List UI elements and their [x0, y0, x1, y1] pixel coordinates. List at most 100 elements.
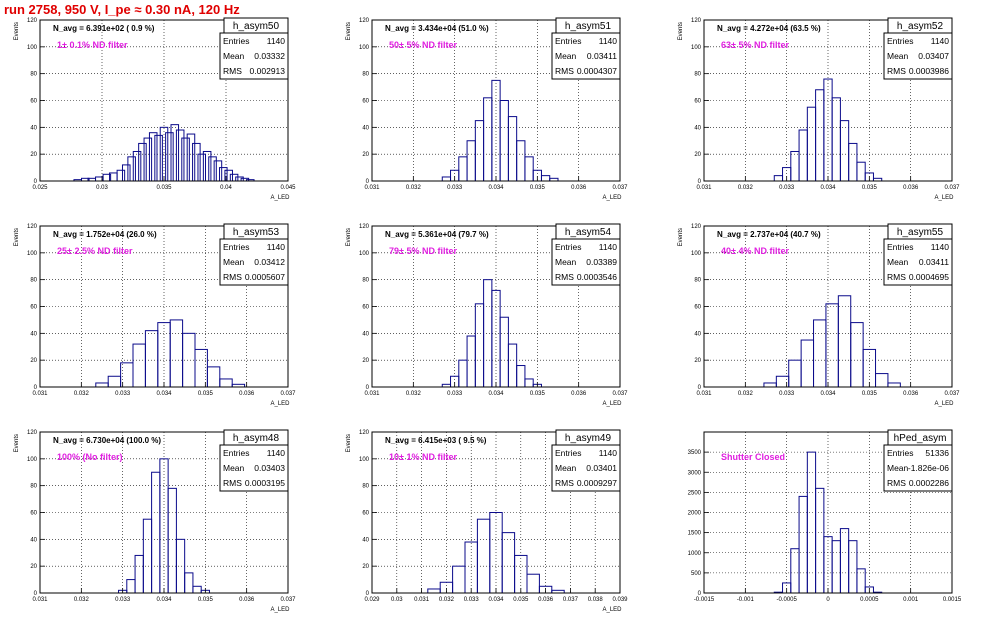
histogram-bar [499, 100, 509, 182]
stats-label: Entries [555, 36, 581, 46]
y-tick-label: 60 [694, 305, 701, 311]
y-tick-label: 120 [27, 18, 38, 24]
x-tick-label: -0.001 [737, 597, 755, 603]
x-tick-label: 0.031 [696, 185, 712, 191]
stats-label: Entries [887, 242, 913, 252]
y-tick-label: 120 [691, 224, 702, 230]
y-tick-label: 60 [362, 99, 369, 105]
histogram-bar [142, 518, 153, 594]
x-tick-label: 0.035 [530, 391, 546, 397]
y-tick-label: 60 [30, 305, 37, 311]
stats-box [551, 32, 621, 80]
histogram-bar [132, 343, 146, 388]
navg-label: N_avg = 5.361e+04 (79.7 %) [385, 230, 489, 239]
y-tick-label: 80 [362, 278, 369, 284]
x-tick-label: 0.034 [156, 391, 172, 397]
stats-box [551, 238, 621, 286]
filter-annotation: 40± 4% ND filter [721, 246, 789, 256]
x-tick-label: 0.031 [364, 185, 380, 191]
histogram-name: hPed_asym [894, 433, 947, 444]
y-tick-label: 60 [362, 305, 369, 311]
histogram-panel-hPed_asym: -0.0015 -0.001 -0.0005 0 0.0005 0.001 0.0015 0 5… [688, 429, 962, 603]
y-tick-label: 60 [30, 511, 37, 517]
x-tick-label: 0.033 [779, 185, 795, 191]
navg-label: N_avg = 6.391e+02 ( 0.9 %) [53, 24, 155, 33]
x-tick-label: 0.033 [447, 391, 463, 397]
x-tick-label: 0.037 [612, 391, 628, 397]
stats-value: 1140 [599, 36, 618, 46]
stats-label: Entries [887, 36, 913, 46]
y-tick-label: 40 [362, 331, 369, 337]
histogram-bar [213, 160, 223, 182]
histogram-bar [192, 585, 202, 594]
x-tick-label: 0.025 [32, 185, 48, 191]
stats-box [883, 32, 953, 80]
histogram-panel-h_asym49: 0.029 0.03 0.031 0.032 0.033 0.034 0.035 0.036 0… [346, 429, 628, 613]
histogram-bar [815, 89, 825, 182]
x-tick-label: 0.035 [862, 185, 878, 191]
stats-value: 1140 [931, 36, 950, 46]
histogram-bar [219, 378, 233, 388]
histogram-panel-h_asym55: 0.031 0.032 0.033 0.034 0.035 0.036 0.037 0 20 40… [678, 223, 960, 407]
x-tick-label: 0.036 [571, 185, 587, 191]
histogram-bar [175, 538, 186, 594]
histogram-bar [107, 375, 122, 388]
filter-annotation: Shutter Closed [721, 452, 785, 462]
histogram-bar [875, 373, 889, 388]
histogram-bar [839, 528, 850, 594]
x-tick-label: 0.029 [364, 597, 380, 603]
y-tick-label: 40 [30, 331, 37, 337]
histogram-bar [839, 120, 850, 182]
histogram-bar [501, 532, 516, 594]
x-tick-label: 0.032 [74, 391, 90, 397]
filter-annotation: 100% (No filter) [57, 452, 123, 462]
stats-label: RMS [555, 66, 574, 76]
stats-label: RMS [887, 478, 906, 488]
stats-value: 1140 [267, 242, 286, 252]
histogram-bar [452, 565, 466, 594]
x-tick-label: 0.038 [588, 597, 604, 603]
histogram-name: h_asym50 [233, 21, 280, 32]
histogram-bar [235, 176, 244, 182]
x-axis-label: A_LED [934, 195, 954, 201]
x-tick-label: 0.0015 [943, 597, 962, 603]
y-tick-label: 40 [362, 125, 369, 131]
x-tick-label: 0.035 [513, 597, 529, 603]
y-axis-label: Events [14, 434, 20, 452]
histogram-bar [165, 132, 174, 182]
x-tick-label: 0.037 [944, 185, 960, 191]
stats-label: Mean [887, 51, 909, 61]
x-tick-label: 0.001 [903, 597, 919, 603]
x-tick-label: 0.034 [820, 391, 836, 397]
y-tick-label: 100 [27, 251, 38, 257]
y-tick-label: 60 [694, 99, 701, 105]
stats-label: Entries [887, 448, 913, 458]
y-tick-label: 120 [359, 430, 370, 436]
stats-box [219, 444, 289, 492]
stats-label: RMS [223, 478, 242, 488]
y-tick-label: 20 [362, 152, 369, 158]
histogram-bar [798, 129, 808, 182]
histogram-bar [856, 161, 866, 182]
navg-label: N_avg = 6.415e+03 ( 9.5 %) [385, 436, 487, 445]
y-tick-label: 100 [27, 457, 38, 463]
histogram-bar [427, 588, 441, 594]
stats-label: Entries [223, 448, 249, 458]
stats-label: Mean [555, 257, 577, 267]
x-tick-label: 0.045 [280, 185, 296, 191]
histogram-bar [507, 343, 518, 388]
stats-box [883, 444, 953, 492]
x-tick-label: 0.036 [571, 391, 587, 397]
histogram-bar [790, 150, 800, 182]
histogram-bar [229, 173, 239, 182]
stats-value: 0.03401 [586, 463, 617, 473]
histogram-panel-h_asym53: 0.031 0.032 0.033 0.034 0.035 0.036 0.037 0 20 40… [14, 223, 296, 407]
y-axis-label: Events [14, 22, 20, 40]
stats-label: Entries [555, 242, 581, 252]
x-tick-label: -0.0015 [694, 597, 715, 603]
stats-box [883, 238, 953, 286]
y-tick-label: 80 [30, 72, 37, 78]
stats-value: 0.002913 [250, 66, 286, 76]
stats-value: -1.826e-06 [908, 463, 949, 473]
